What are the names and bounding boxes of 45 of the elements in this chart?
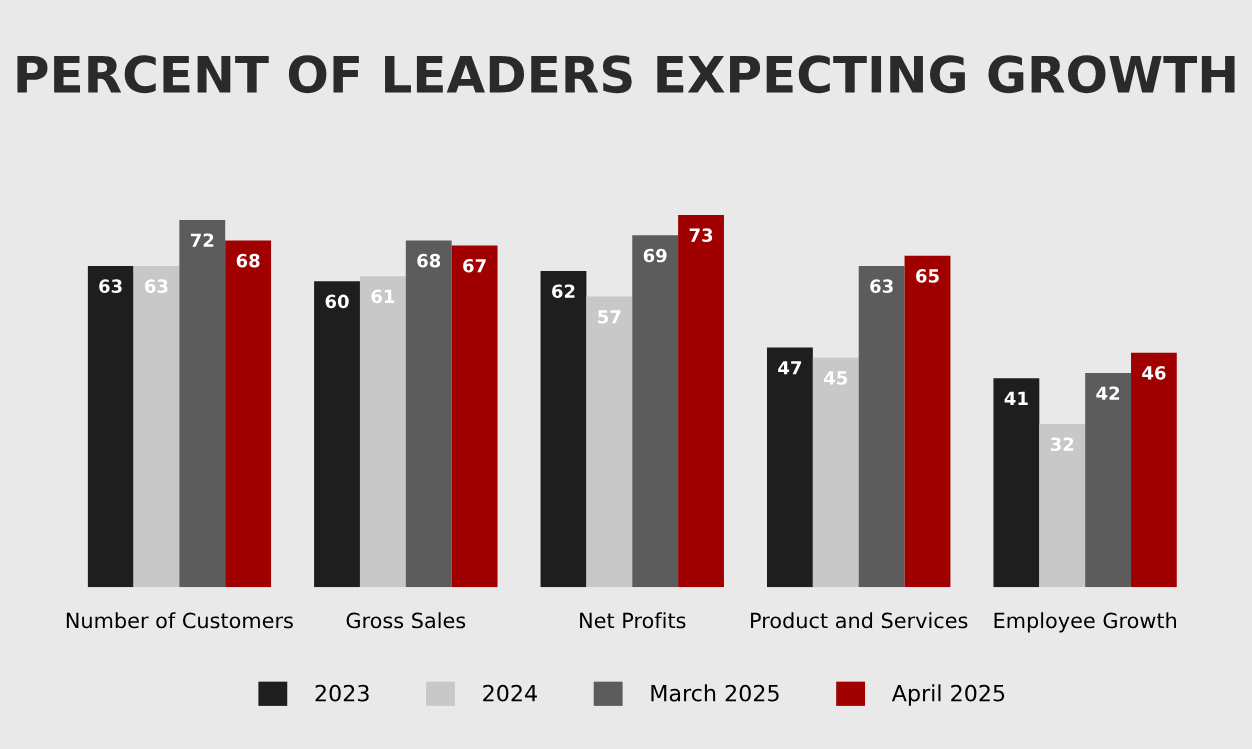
bar (678, 214, 724, 588)
legend-label: 2024 (483, 684, 537, 702)
x-tick-label: Employee Growth (994, 612, 1176, 633)
bar (1039, 424, 1086, 588)
bar (133, 265, 180, 588)
bar (179, 220, 226, 588)
legend-label: 2023 (315, 684, 369, 702)
bar (359, 276, 406, 588)
data-label: 73 (689, 228, 713, 242)
bar (632, 235, 679, 588)
bar (314, 281, 360, 588)
data-label: 72 (190, 233, 214, 247)
bar (540, 271, 587, 588)
data-label: 63 (99, 279, 122, 293)
x-tick-label: Product and Services (751, 612, 968, 629)
x-tick-label: Net Profits (580, 612, 686, 629)
data-label: 69 (643, 248, 667, 263)
bar (767, 347, 813, 588)
x-tick-label: Number of Customers (66, 612, 293, 629)
data-label: 42 (1096, 386, 1120, 400)
bar (405, 240, 452, 588)
data-label: 46 (1142, 366, 1166, 380)
data-label: 68 (417, 253, 441, 268)
data-label: 62 (552, 284, 575, 299)
bar (812, 357, 859, 588)
bar (993, 378, 1040, 588)
data-label: 41 (1004, 391, 1028, 405)
data-label: 60 (325, 294, 349, 309)
x-tick-label: Gross Sales (346, 612, 466, 629)
legend-label: March 2025 (651, 684, 779, 702)
bar (451, 245, 498, 588)
data-label: 63 (870, 279, 893, 293)
bar (1085, 373, 1132, 588)
bar (87, 265, 134, 588)
bar (225, 240, 272, 588)
bar (904, 255, 951, 588)
bar (858, 265, 905, 588)
data-label: 47 (778, 361, 802, 375)
bar (586, 296, 633, 588)
legend-label: April 2025 (891, 684, 1005, 706)
data-label: 68 (236, 253, 260, 268)
bar (1131, 352, 1177, 588)
chart-title: PERCENT OF LEADERS EXPECTING GROWTH (17, 55, 1235, 94)
data-label: 67 (463, 258, 486, 273)
data-label: 65 (916, 269, 939, 283)
